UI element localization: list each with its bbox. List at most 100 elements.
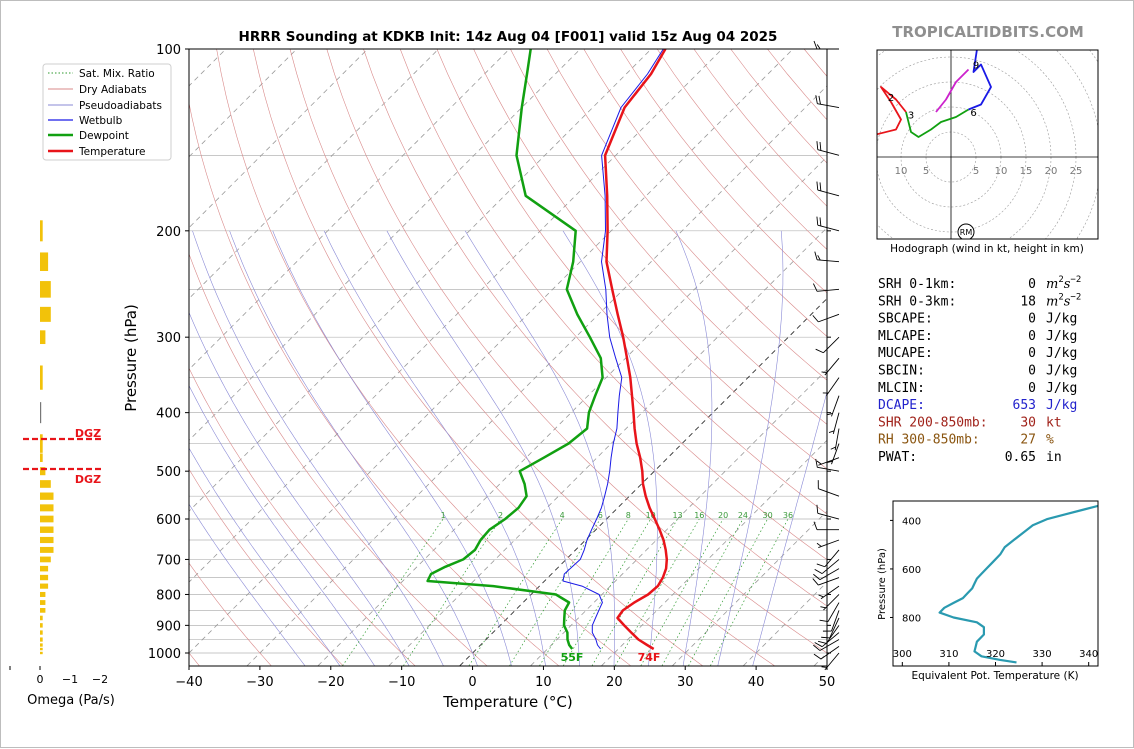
theta-e-frame [893, 501, 1098, 666]
wind-barb-staff [835, 429, 839, 451]
isotherm-line [531, 49, 1134, 666]
wind-barb-flag [819, 96, 821, 104]
omega-bar [40, 575, 48, 580]
wind-barb [813, 578, 839, 586]
wind-barb-staff [818, 540, 839, 548]
omega-bar [40, 516, 54, 523]
mixing-ratio-label: 24 [738, 511, 748, 520]
index-label: MLCAPE: [878, 329, 933, 344]
omega-bar [40, 434, 43, 453]
mixing-ratio-label: 16 [694, 511, 704, 520]
y-tick-label: 300 [156, 331, 181, 346]
y-tick-label: 200 [156, 225, 181, 240]
hodograph-height-label: 2 [888, 93, 894, 104]
temperature-profile [605, 49, 667, 649]
index-unit: J/kg [1046, 346, 1077, 361]
hodograph-ring-label: 10 [895, 166, 908, 177]
wind-barb-flag [814, 41, 817, 49]
y-tick-label: 700 [156, 553, 181, 568]
index-label: MLCIN: [878, 381, 925, 396]
pseudoadiabat-line [273, 231, 512, 666]
hodograph-ring-label: 15 [1020, 166, 1033, 177]
omega-bar [40, 643, 43, 646]
index-value: 653 [1013, 398, 1036, 413]
wind-barb-flag [816, 459, 818, 467]
index-unit: J/kg [1046, 312, 1077, 327]
omega-bar [40, 630, 43, 634]
x-tick-label: −30 [246, 675, 273, 690]
index-label: SHR 200-850mb: [878, 415, 988, 430]
dry-adiabat-line [253, 49, 702, 666]
legend-label-wetbulb: Wetbulb [79, 115, 123, 127]
omega-bar [40, 566, 48, 572]
omega-bar [40, 616, 43, 621]
wind-barb-flag [817, 543, 821, 546]
mixing-ratio-line [343, 519, 444, 666]
wind-barb-flag [813, 284, 817, 292]
wind-barb-staff [817, 467, 839, 471]
theta-e-x-tick-label: 320 [986, 649, 1005, 660]
wind-barb-staff [820, 569, 839, 580]
wind-barb-staff [818, 314, 839, 322]
dry-adiabat-line [143, 49, 487, 666]
wind-barb [817, 540, 839, 548]
omega-tick-label: −2 [92, 673, 108, 686]
wind-barb [818, 625, 839, 643]
wind-barb-staff [828, 603, 839, 622]
wind-barb-staff [818, 225, 839, 231]
omega-bar [40, 623, 43, 627]
mixing-ratio-line [689, 519, 768, 666]
wind-barb-staff [818, 513, 839, 519]
index-unit: J/kg [1046, 329, 1077, 344]
y-tick-label: 1000 [148, 647, 181, 662]
wind-barb [817, 550, 839, 567]
x-tick-label: −40 [175, 675, 202, 690]
wind-barb-staff [818, 458, 839, 466]
omega-bar [40, 453, 43, 462]
hodograph-ring-label: 20 [1045, 166, 1058, 177]
wind-barb [813, 284, 839, 292]
omega-tick-label: −1 [62, 673, 78, 686]
pseudoadiabat-line [718, 231, 783, 666]
omega-bar [40, 584, 48, 589]
skewt-profiles [428, 49, 667, 649]
wind-barb-staff [831, 396, 839, 417]
isotherm-line [460, 49, 1077, 666]
dry-adiabat-line [437, 49, 1062, 666]
omega-bar [40, 557, 51, 563]
isotherm-line [247, 49, 864, 666]
wind-barb-flag [817, 505, 818, 514]
index-value: 0 [1028, 312, 1036, 327]
skewt-x-axis-label: Temperature (°C) [442, 693, 572, 711]
index-label: DCAPE: [878, 398, 925, 413]
omega-bar [40, 480, 51, 488]
skewt-frame [189, 49, 827, 666]
wind-barb-flag [820, 142, 821, 151]
omega-bar [40, 526, 54, 532]
storm-motion-label: LM [805, 18, 816, 27]
wind-barb-staff [817, 104, 839, 108]
index-value: 0.65 [1005, 450, 1036, 465]
y-tick-label: 800 [156, 588, 181, 603]
mixing-ratio-label: 36 [783, 511, 793, 520]
index-value: 0 [1028, 346, 1036, 361]
pseudoadiabat-line [563, 231, 657, 666]
hodograph-height-label: 3 [908, 111, 914, 122]
mixing-ratio-line [563, 519, 650, 666]
wind-barb-flag [819, 595, 824, 597]
x-tick-label: 0 [468, 675, 476, 690]
theta-e-y-axis-label: Pressure (hPa) [877, 548, 888, 620]
omega-bar [40, 547, 54, 553]
index-unit: J/kg [1046, 398, 1077, 413]
y-tick-label: 500 [156, 465, 181, 480]
omega-bar [40, 648, 43, 650]
theta-e-x-axis-label: Equivalent Pot. Temperature (K) [911, 670, 1078, 682]
wind-barb-flag [816, 349, 824, 353]
omega-bar [40, 652, 43, 654]
index-value: 0 [1028, 277, 1036, 292]
surface-temperature-label: 74F [638, 651, 661, 664]
mixing-ratio-line [710, 519, 788, 666]
hodograph-caption: Hodograph (wind in kt, height in km) [890, 243, 1084, 255]
wind-barb-flag [817, 182, 818, 191]
